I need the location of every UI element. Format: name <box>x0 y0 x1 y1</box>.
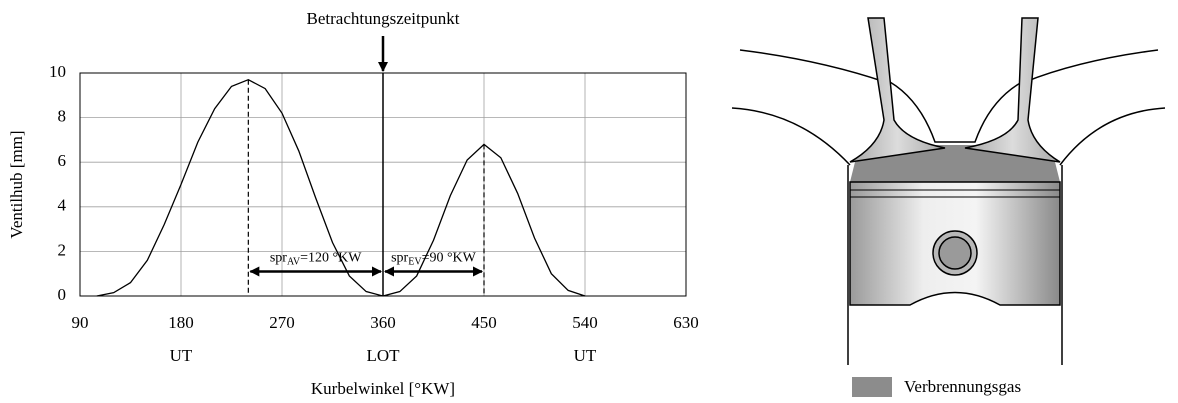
y-tick-label: 8 <box>58 107 67 126</box>
head-contour <box>731 107 851 166</box>
span-label-rest: =90 °KW <box>422 251 477 266</box>
piston-ring <box>850 189 1060 198</box>
y-tick-label: 10 <box>49 62 66 81</box>
head-contour <box>739 49 886 83</box>
x-tick-label: 180 <box>168 313 194 332</box>
x-secondary-label: UT <box>170 346 193 365</box>
x-tick-label: 270 <box>269 313 295 332</box>
engine-diagram <box>731 17 1166 365</box>
span-label-main: spr <box>391 251 408 266</box>
intake-valve <box>964 17 1061 163</box>
x-secondary-label: UT <box>574 346 597 365</box>
head-contour <box>1024 49 1159 83</box>
x-tick-label: 360 <box>370 313 396 332</box>
span-label-rest: =120 °KW <box>300 251 362 266</box>
x-tick-label: 540 <box>572 313 598 332</box>
event-label: Betrachtungszeitpunkt <box>307 9 460 28</box>
cylinder-wall <box>847 165 1063 365</box>
piston-pin <box>938 236 972 270</box>
span-label: sprEV=90 °KW <box>391 251 477 268</box>
exhaust-valve <box>849 17 946 163</box>
span-label-sub: EV <box>408 257 422 268</box>
y-tick-label: 4 <box>58 196 67 215</box>
y-tick-label: 6 <box>58 151 67 170</box>
span-label: sprAV=120 °KW <box>270 251 362 268</box>
chart: 0 2 4 6 8 10 90 180 270 360 450 540 630 UT LOT UT Kurbel… <box>7 9 699 398</box>
y-tick-label: 0 <box>58 285 67 304</box>
y-axis-title: Ventilhub [mm] <box>7 130 26 238</box>
x-tick-label: 450 <box>471 313 497 332</box>
y-tick-label: 2 <box>58 240 67 259</box>
span-label-sub: AV <box>287 257 301 268</box>
x-tick-label: 90 <box>72 313 89 332</box>
x-tick-label: 630 <box>673 313 699 332</box>
legend-label: Verbrennungsgas <box>904 377 1021 396</box>
head-contour <box>1059 107 1166 166</box>
span-label-main: spr <box>270 251 287 266</box>
head-contour <box>889 81 1023 143</box>
x-secondary-label: LOT <box>366 346 400 365</box>
x-axis-title: Kurbelwinkel [°KW] <box>311 379 455 398</box>
legend-swatch <box>852 377 892 397</box>
lift-curve <box>96 78 384 297</box>
